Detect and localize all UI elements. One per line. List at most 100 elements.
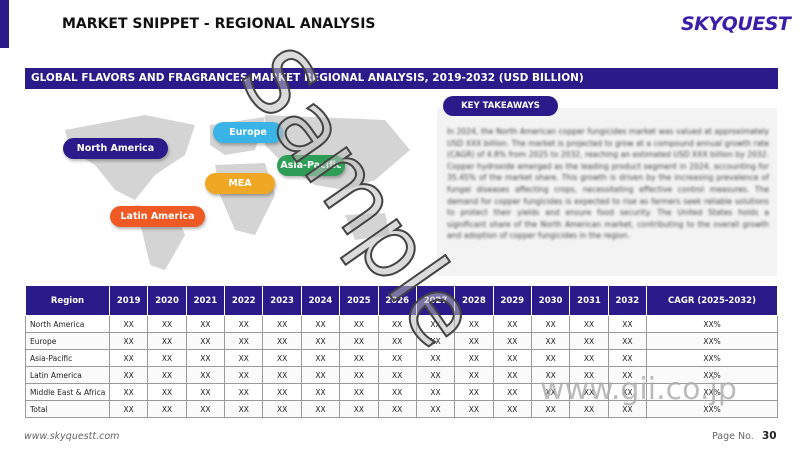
value-cell: XX (569, 315, 609, 333)
value-cell: XX (185, 366, 226, 384)
column-header: 2023 (262, 285, 302, 316)
value-cell: XX (185, 349, 226, 367)
value-cell: XX (262, 332, 302, 350)
watermark: www.gii.co.jp (540, 372, 737, 407)
value-cell: XX (262, 400, 302, 418)
value-cell: XX (339, 332, 379, 350)
table-row: North America XX XX XX XX XX XX XX XX XX XX XX XX XX X… (25, 315, 778, 333)
column-header: 2027 (415, 285, 456, 316)
column-header: 2028 (454, 285, 494, 316)
value-cell: XX (224, 349, 264, 367)
value-cell: XX% (646, 400, 778, 418)
value-cell: XX (339, 315, 379, 333)
region-cell: Total (25, 400, 110, 418)
region-cell: Latin America (25, 366, 110, 384)
value-cell: XX (224, 400, 264, 418)
value-cell: XX (607, 400, 648, 418)
value-cell: XX% (646, 349, 778, 367)
column-header: 2024 (300, 285, 341, 316)
page-label: Page No. (712, 431, 754, 442)
website: www.skyquestt.com (24, 431, 120, 442)
value-cell: XX (224, 332, 264, 350)
value-cell: XX (530, 332, 571, 350)
value-cell: XX (492, 332, 532, 350)
value-cell: XX (492, 366, 532, 384)
value-cell: XX (300, 349, 341, 367)
value-cell: XX (569, 349, 609, 367)
value-cell: XX (185, 315, 226, 333)
value-cell: XX (492, 400, 532, 418)
value-cell: XX (415, 366, 456, 384)
value-cell: XX (339, 366, 379, 384)
value-cell: XX (339, 383, 379, 401)
value-cell: XX (454, 383, 494, 401)
value-cell: XX (454, 349, 494, 367)
column-header: 2021 (185, 285, 226, 316)
value-cell: XX (108, 349, 149, 367)
value-cell: XX (147, 366, 187, 384)
value-cell: XX (415, 400, 456, 418)
value-cell: XX (147, 400, 187, 418)
value-cell: XX (108, 366, 149, 384)
column-header: 2030 (530, 285, 571, 316)
value-cell: XX (300, 383, 341, 401)
value-cell: XX (300, 332, 341, 350)
table-row: Latin America XX XX XX XX XX XX XX XX XX XX XX XX XX X… (25, 366, 778, 384)
value-cell: XX (607, 315, 648, 333)
value-cell: XX (454, 332, 494, 350)
value-cell: XX (454, 366, 494, 384)
value-cell: XX (262, 366, 302, 384)
value-cell: XX (377, 383, 417, 401)
value-cell: XX (300, 366, 341, 384)
table-row: Total XX XX XX XX XX XX XX XX XX XX XX XX XX XX XX% (25, 400, 778, 418)
map-label: Europe (213, 122, 283, 143)
value-cell: XX (377, 366, 417, 384)
value-cell: XX (224, 315, 264, 333)
value-cell: XX (147, 349, 187, 367)
value-cell: XX (147, 383, 187, 401)
takeaways-text: In 2024, the North American copper fungi… (447, 127, 769, 241)
value-cell: XX (147, 332, 187, 350)
takeaways-title: KEY TAKEAWAYS (443, 96, 558, 116)
value-cell: XX (185, 383, 226, 401)
value-cell: XX (185, 332, 226, 350)
value-cell: XX (224, 383, 264, 401)
column-header: 2032 (607, 285, 648, 316)
value-cell: XX (454, 400, 494, 418)
value-cell: XX% (646, 315, 778, 333)
map-label: MEA (205, 173, 275, 194)
value-cell: XX (300, 315, 341, 333)
column-header: 2031 (569, 285, 609, 316)
value-cell: XX (492, 315, 532, 333)
value-cell: XX (262, 383, 302, 401)
value-cell: XX (492, 383, 532, 401)
map-label: Latin America (110, 206, 205, 227)
value-cell: XX (262, 349, 302, 367)
value-cell: XX (262, 315, 302, 333)
value-cell: XX (185, 400, 226, 418)
value-cell: XX (108, 383, 149, 401)
value-cell: XX (377, 400, 417, 418)
region-cell: Middle East & Africa (25, 383, 110, 401)
value-cell: XX (607, 349, 648, 367)
value-cell: XX (569, 332, 609, 350)
banner: GLOBAL FLAVORS AND FRAGRANCES MARKET REG… (25, 68, 778, 89)
value-cell: XX (300, 400, 341, 418)
region-cell: Asia-Pacific (25, 349, 110, 367)
value-cell: XX (569, 400, 609, 418)
accent-bar (0, 0, 9, 48)
map-label: Asia-Pacific (277, 155, 345, 176)
column-header: 2022 (224, 285, 264, 316)
logo: SKYQUEST (681, 13, 791, 35)
value-cell: XX (415, 383, 456, 401)
region-cell: North America (25, 315, 110, 333)
value-cell: XX (147, 315, 187, 333)
value-cell: XX (224, 366, 264, 384)
column-header: 2029 (492, 285, 532, 316)
column-header: 2025 (339, 285, 379, 316)
value-cell: XX% (646, 332, 778, 350)
value-cell: XX (108, 400, 149, 418)
page-number: 30 (762, 430, 777, 442)
value-cell: XX (339, 400, 379, 418)
